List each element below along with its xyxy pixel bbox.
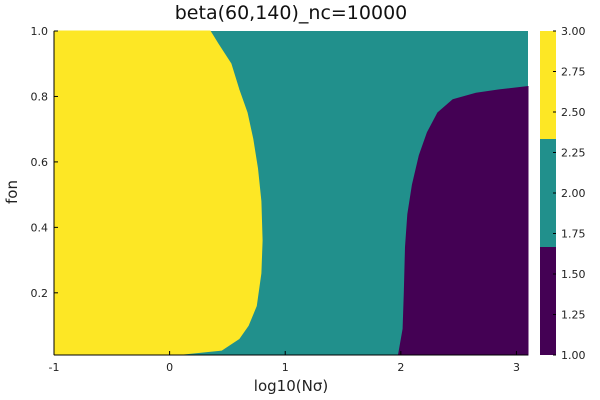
colorbar-tick-label: 3.00 <box>561 25 586 38</box>
colorbar-tick-label: 2.75 <box>561 66 586 79</box>
x-axis-label: log10(Nσ) <box>254 377 328 395</box>
y-axis-label: fon <box>3 180 21 204</box>
heatmap-regions <box>53 30 529 356</box>
x-axis-ticks: -1 0 1 2 3 <box>49 351 520 374</box>
colorbar-band <box>540 139 556 247</box>
axes <box>53 31 528 356</box>
x-tick-label: 1 <box>282 361 289 374</box>
heatmap-region-level-3 <box>53 30 263 356</box>
x-tick-label: -1 <box>49 361 60 374</box>
x-tick-label: 3 <box>513 361 520 374</box>
colorbar-band <box>540 246 556 355</box>
colorbar-tick-label: 1.50 <box>561 268 586 281</box>
colorbar-tick-label: 1.25 <box>561 309 586 322</box>
y-tick-label: 0.8 <box>31 90 49 103</box>
chart-title: beta(60,140)_nc=10000 <box>175 2 408 24</box>
y-tick-label: 1.0 <box>31 25 49 38</box>
heatmap-region-level-1 <box>397 86 529 356</box>
colorbar-tick-label: 1.75 <box>561 228 586 241</box>
colorbar <box>540 31 556 355</box>
x-tick-label: 2 <box>397 361 404 374</box>
y-tick-label: 0.6 <box>31 156 49 169</box>
colorbar-tick-label: 2.25 <box>561 147 586 160</box>
y-axis-ticks: 0.2 0.4 0.6 0.8 1.0 <box>31 25 58 300</box>
colorbar-tick-label: 2.50 <box>561 106 586 119</box>
colorbar-band <box>540 31 556 140</box>
colorbar-tick-label: 2.00 <box>561 187 586 200</box>
colorbar-tick-label: 1.00 <box>561 349 586 362</box>
colorbar-ticks: 1.00 1.25 1.50 1.75 2.00 2.25 2.50 2.75 3.00 <box>553 25 586 362</box>
y-tick-label: 0.4 <box>31 221 49 234</box>
x-tick-label: 0 <box>166 361 173 374</box>
y-tick-label: 0.2 <box>31 287 49 300</box>
